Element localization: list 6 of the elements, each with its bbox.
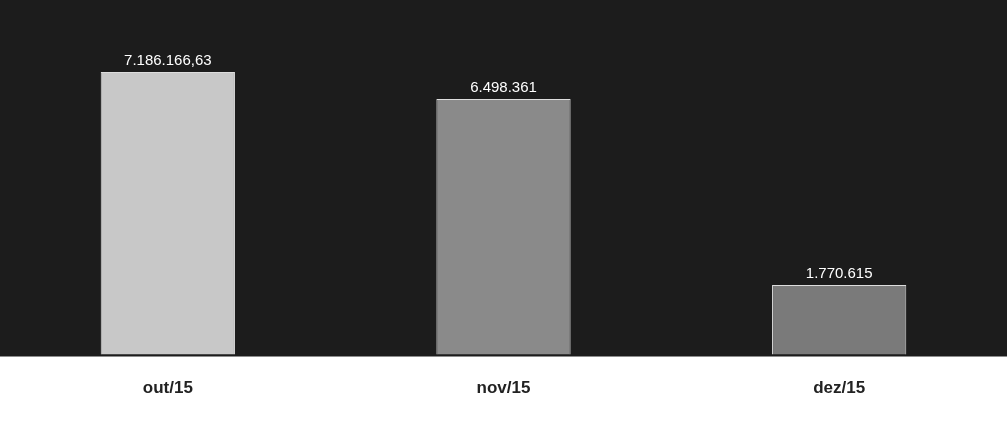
data-label: 1.770.615	[805, 263, 873, 281]
data-label: 6.498.361	[470, 77, 537, 95]
data-label: 7.186.166,63	[124, 50, 212, 68]
x-tick-label: dez/15	[813, 378, 866, 398]
x-tick-label: out/15	[142, 378, 193, 398]
x-tick-label: nov/15	[476, 378, 531, 398]
